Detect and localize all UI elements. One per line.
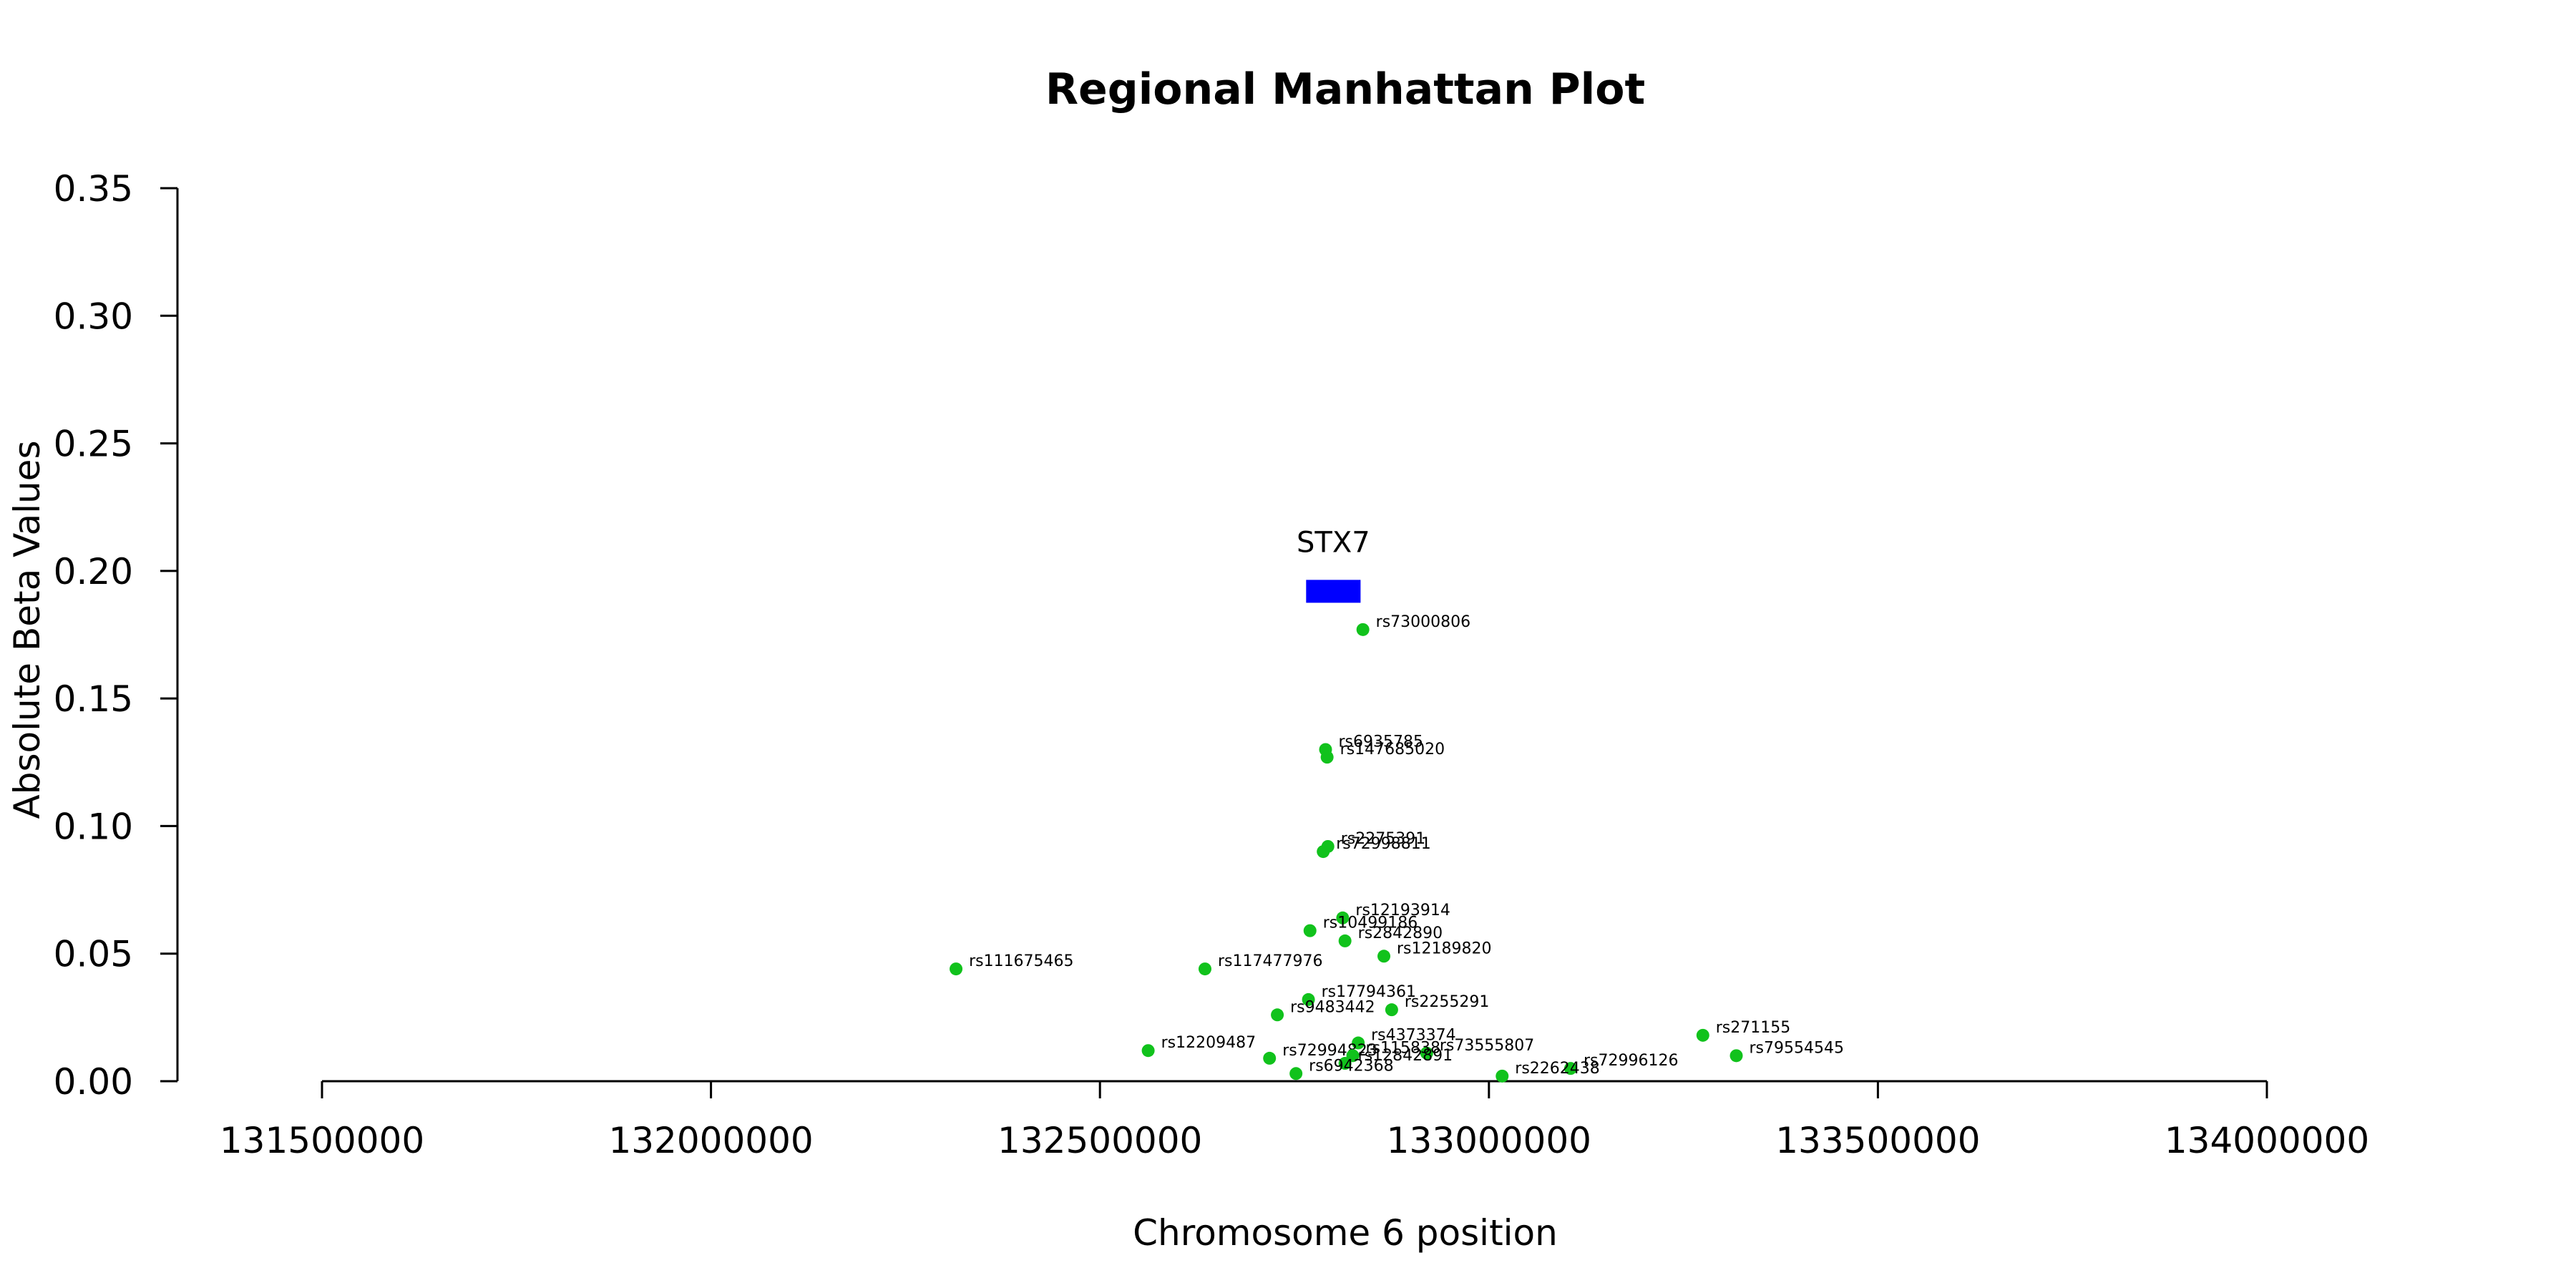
snp-label: rs17794361 [1322,983,1416,1001]
snp-label: rs12209487 [1161,1034,1256,1052]
y-tick-label: 0.05 [54,934,133,975]
snp-label: rs6935785 [1338,733,1423,751]
snp-point [1302,992,1315,1006]
snp-point [1338,1057,1352,1070]
x-tick-label: 131500000 [220,1120,424,1161]
snp-point [950,962,963,976]
snp-label: rs12842891 [1358,1047,1453,1065]
snp-point [1729,1049,1743,1063]
snp-point [1352,1036,1365,1050]
snp-label: rs117477976 [1218,952,1322,970]
snp-point [1696,1028,1709,1042]
y-tick-label: 0.20 [54,551,133,592]
snp-point [1336,911,1350,924]
snp-label: rs2262438 [1515,1060,1600,1078]
y-axis-label: Absolute Beta Values [6,441,48,819]
x-tick-label: 132500000 [997,1120,1202,1161]
snp-label: rs73555807 [1440,1037,1534,1055]
gene-stx7-bar [1306,580,1361,603]
snp-point [1271,1008,1284,1022]
x-tick-label: 133000000 [1387,1120,1591,1161]
axes: 0.00 0.05 0.10 0.15 0.20 0.25 0.30 0.35 13150000… [54,168,2369,1161]
snp-point [1385,1003,1398,1017]
snp-label: rs6942368 [1309,1057,1394,1075]
snp-point [1263,1051,1277,1065]
snp-label: rs4373374 [1371,1027,1456,1045]
snp-point [1356,623,1370,636]
snp-label: rs115838 [1366,1039,1441,1057]
snp-point [1303,924,1317,937]
snp-label: rs2842890 [1358,924,1443,942]
snp-label: rs12189820 [1397,940,1491,957]
snp-point [1198,962,1211,976]
snp-point [1563,1062,1577,1075]
snp-label: rs72994823 [1282,1042,1377,1060]
snp-label: rs147685020 [1340,741,1445,758]
snp-label: rs72998811 [1336,835,1430,853]
x-tick-label: 134000000 [2165,1120,2369,1161]
x-tick-label: 133500000 [1775,1120,1980,1161]
y-tick-label: 0.35 [54,168,133,210]
points-layer: rs73000806rs6935785rs147685020rs2275391r… [950,613,1844,1083]
snp-label: rs2275391 [1341,830,1426,848]
gene-layer: STX7 [1297,526,1370,603]
snp-point [1289,1067,1303,1080]
snp-label: rs10499186 [1323,914,1418,932]
snp-label: rs12193914 [1355,902,1450,919]
snp-point [1496,1069,1509,1083]
snp-point [1320,751,1334,764]
y-tick-label: 0.25 [54,424,133,465]
snp-point [1141,1044,1155,1058]
snp-label: rs2255291 [1405,993,1489,1011]
chart-title: Regional Manhattan Plot [1045,64,1645,114]
y-tick-label: 0.15 [54,678,133,720]
snp-point [1377,950,1391,963]
snp-point [1420,1046,1433,1060]
snp-label: rs72996126 [1584,1052,1678,1070]
y-tick-label: 0.30 [54,296,133,337]
x-tick-label: 132000000 [608,1120,813,1161]
gene-label: STX7 [1297,526,1370,559]
snp-label: rs73000806 [1376,613,1470,631]
y-tick-label: 0.00 [54,1061,133,1103]
x-axis-label: Chromosome 6 position [1133,1212,1558,1254]
snp-label: rs9483442 [1290,998,1375,1016]
y-tick-label: 0.10 [54,806,133,847]
snp-label: rs271155 [1716,1019,1791,1037]
snp-point [1317,845,1330,859]
snp-label: rs111675465 [969,952,1073,970]
snp-label: rs79554545 [1750,1039,1844,1057]
snp-point [1338,934,1352,947]
